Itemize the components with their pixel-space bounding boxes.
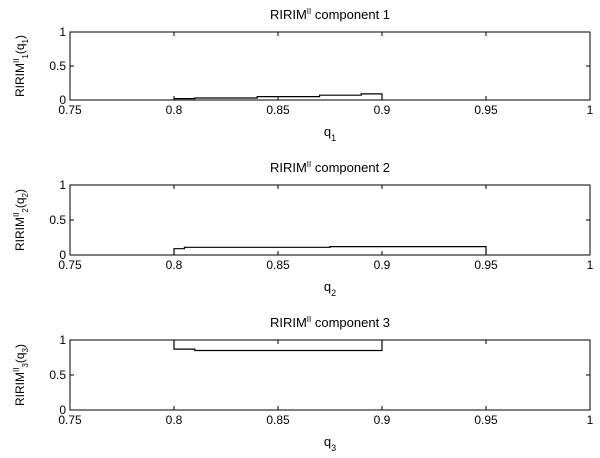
y-tick-label: 0 [59,248,66,262]
y-axis-label: RIRIMII3(q3) [12,344,30,406]
x-tick-label: 0.75 [58,258,82,272]
y-tick-label: 0.5 [49,368,66,382]
x-tick-label: 0.95 [474,103,498,117]
x-tick-label: 0.75 [58,103,82,117]
x-tick-label: 1 [587,103,594,117]
x-tick-label: 1 [587,413,594,427]
x-tick-label: 0.85 [266,103,290,117]
x-tick-label: 0.9 [374,103,391,117]
y-axis-label: RIRIMII1(q1) [12,35,30,97]
x-tick-label: 0.8 [166,258,183,272]
x-axis-label: q1 [324,124,336,143]
x-tick-label: 0.75 [58,413,82,427]
axes-box [69,31,591,101]
x-tick-label: 0.8 [166,103,183,117]
x-tick-label: 0.8 [166,413,183,427]
y-axis-label: RIRIMII2(q2) [12,189,30,251]
x-tick-label: 0.9 [374,258,391,272]
chart-title: RIRIMII component 3 [270,315,390,330]
chart-title: RIRIMII component 1 [270,7,390,22]
x-tick-label: 0.95 [474,413,498,427]
x-axis-label: q2 [324,279,336,298]
x-tick-label: 0.85 [266,413,290,427]
subplot-3: 0.75 0.8 0.85 0.9 0.95 1 0 0.5 1 RIRIMII componen… [12,315,594,453]
series-line-1 [173,93,383,100]
series-line-1 [173,246,487,255]
chart-title: RIRIMII component 2 [270,160,390,175]
x-tick-label: 0.9 [374,413,391,427]
y-tick-label: 1 [59,333,66,347]
axes-box [69,184,591,256]
series-line-1 [173,340,383,352]
x-axis-label: q3 [324,434,336,453]
x-tick-label: 0.85 [266,258,290,272]
y-tick-label: 0 [59,403,66,417]
y-tick-label: 1 [59,25,66,39]
x-tick-label: 0.95 [474,258,498,272]
y-tick-label: 1 [59,178,66,192]
y-tick-label: 0 [59,93,66,107]
y-tick-label: 0.5 [49,213,66,227]
x-tick-label: 1 [587,258,594,272]
y-tick-label: 0.5 [49,59,66,73]
subplot-2: 0.75 0.8 0.85 0.9 0.95 1 0 0.5 1 RIRIMII componen… [12,160,594,298]
subplot-1: 0.75 0.8 0.85 0.9 0.95 1 0 0.5 1 RIRIMII componen… [12,7,594,143]
